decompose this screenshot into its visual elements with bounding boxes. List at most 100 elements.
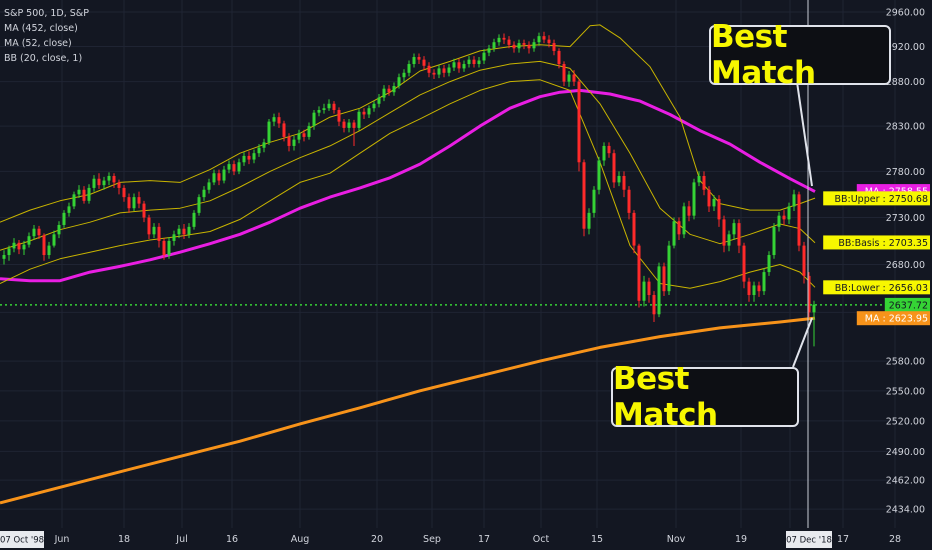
price-label-box — [823, 280, 930, 295]
y-tick-label: 2520.00 — [886, 416, 925, 427]
candle-body — [352, 122, 356, 128]
candle-body — [757, 285, 761, 292]
series-line-0 — [0, 316, 816, 505]
candle-body — [187, 226, 191, 235]
candle-body — [572, 74, 576, 82]
candle-body — [32, 228, 36, 237]
y-tick-label: 2434.00 — [886, 505, 925, 516]
candle-body — [597, 160, 601, 190]
candle-body — [712, 198, 716, 207]
candle-body — [617, 175, 621, 183]
candle-body — [362, 111, 366, 115]
candle-body — [577, 81, 581, 163]
candle-body — [517, 43, 521, 49]
candle-body — [677, 221, 681, 235]
candle-body — [242, 155, 246, 163]
candle-body — [337, 110, 341, 122]
candle-body — [342, 121, 346, 128]
candle-body — [777, 215, 781, 227]
candle-body — [217, 173, 221, 181]
y-tick-label: 2880.00 — [886, 77, 925, 88]
candle-body — [87, 187, 91, 201]
y-tick-label: 2490.00 — [886, 447, 925, 458]
y-tick-label: 2780.00 — [886, 167, 925, 178]
candle-body — [382, 88, 386, 98]
x-cursor-label: 07 Dec '18 — [786, 536, 832, 546]
candle-body — [237, 162, 241, 172]
candle-body — [487, 48, 491, 53]
y-tick-label: 2920.00 — [886, 42, 925, 53]
candle-body — [202, 189, 206, 198]
candle-body — [722, 219, 726, 246]
candle-body — [732, 223, 736, 235]
x-tick-label: Nov — [667, 534, 686, 545]
candle-body — [122, 187, 126, 198]
candle-body — [427, 65, 431, 73]
candle-body — [207, 182, 211, 190]
candle-body — [727, 234, 731, 246]
x-tick-label: Sep — [423, 534, 441, 545]
candle-body — [307, 126, 311, 137]
candle-body — [497, 37, 501, 43]
best-match-callout-top: Best Match — [709, 19, 891, 91]
candle-body — [682, 206, 686, 235]
candle-body — [272, 117, 276, 122]
y-tick-label: 2730.00 — [886, 213, 925, 224]
y-tick-label: 2830.00 — [886, 122, 925, 133]
candle-body — [12, 242, 16, 249]
candle-body — [622, 175, 626, 190]
price-label-text: BB:Basis : 2703.35 — [838, 238, 928, 249]
price-label-box — [856, 311, 930, 326]
candle-body — [92, 178, 96, 188]
y-tick-label: 2550.00 — [886, 386, 925, 397]
candle-body — [547, 39, 551, 44]
x-tick-label: Oct — [533, 534, 550, 545]
candle-body — [507, 39, 511, 45]
candle-body — [277, 117, 281, 124]
candle-body — [567, 74, 571, 82]
candle-body — [557, 50, 561, 65]
candle-body — [527, 44, 531, 49]
candle-body — [182, 228, 186, 235]
x-start-label-box — [0, 531, 44, 548]
legend-ma52: MA (52, close) — [4, 38, 72, 49]
candle-body — [607, 145, 611, 154]
candle-body — [17, 242, 21, 250]
candle-body — [112, 175, 116, 183]
candle-body — [177, 228, 181, 235]
candle-body — [127, 197, 131, 209]
candle-body — [457, 62, 461, 69]
candle-body — [432, 72, 436, 75]
candle-body — [417, 57, 421, 60]
candle-body — [312, 112, 316, 127]
candle-body — [332, 103, 336, 111]
candle-body — [367, 108, 371, 115]
candle-body — [227, 164, 231, 170]
candle-body — [42, 235, 46, 256]
candle-body — [97, 178, 101, 186]
candle-body — [652, 295, 656, 315]
candle-body — [282, 123, 286, 137]
best-match-callout-bottom: Best Match — [611, 361, 799, 433]
candle-body — [152, 226, 156, 235]
candle-body — [582, 162, 586, 229]
candle-body — [287, 136, 291, 146]
candle-body — [587, 212, 591, 229]
candle-body — [802, 245, 806, 276]
candle-body — [792, 194, 796, 207]
candle-body — [592, 189, 596, 213]
candle-body — [72, 194, 76, 207]
candle-body — [302, 133, 306, 137]
legend-ma452: MA (452, close) — [4, 23, 78, 34]
candle-body — [662, 266, 666, 292]
candle-body — [107, 175, 111, 181]
x-tick-label: 17 — [837, 534, 849, 545]
candle-body — [537, 36, 541, 43]
candle-body — [47, 245, 51, 256]
candle-body — [57, 224, 61, 235]
candle-body — [762, 272, 766, 292]
candle-body — [347, 122, 351, 128]
candle-body — [642, 281, 646, 301]
candle-body — [62, 212, 66, 225]
